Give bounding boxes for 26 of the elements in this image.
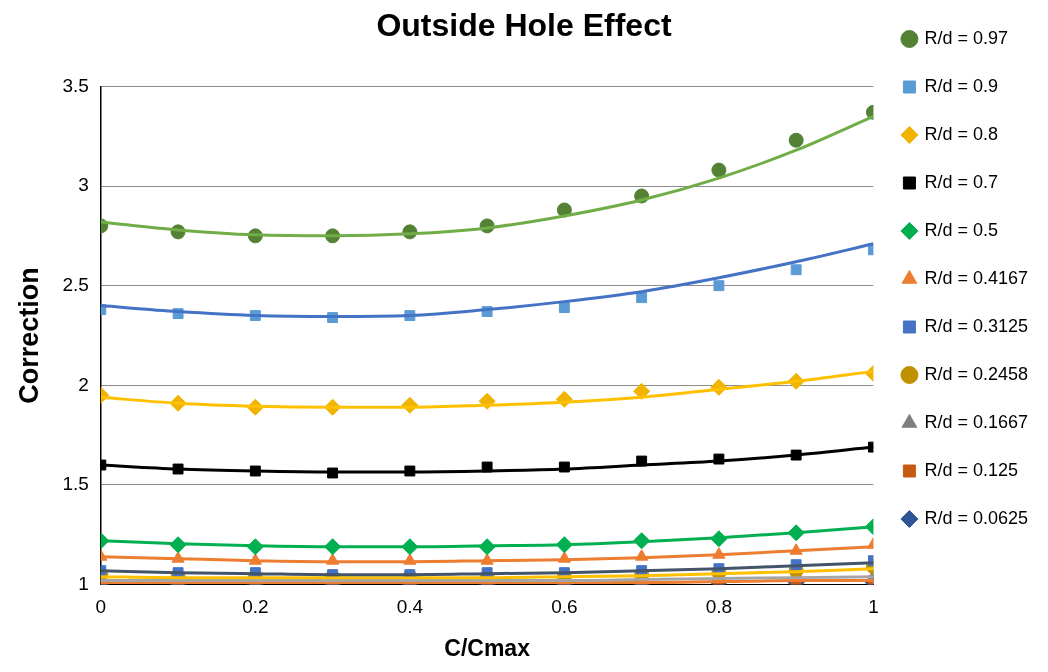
legend-label: R/d = 0.8 <box>924 123 998 144</box>
y-tick-label: 1 <box>78 572 89 594</box>
legend-label: R/d = 0.9 <box>924 75 998 96</box>
legend-label: R/d = 0.5 <box>924 219 998 240</box>
x-tick-label: 1 <box>868 596 879 618</box>
legend-label: R/d = 0.97 <box>924 27 1008 48</box>
legend-label: R/d = 0.1667 <box>924 411 1029 432</box>
y-axis-title: Correction <box>13 267 44 404</box>
y-tick-label: 3 <box>78 174 89 196</box>
legend-label: R/d = 0.4167 <box>924 267 1029 288</box>
y-tick-label: 3.5 <box>62 74 89 96</box>
x-tick-label: 0.6 <box>551 596 578 618</box>
y-tick-label: 2.5 <box>62 273 89 295</box>
x-tick-label: 0 <box>95 596 107 618</box>
legend-label: R/d = 0.2458 <box>924 363 1029 384</box>
x-tick-label: 0.4 <box>396 596 424 618</box>
legend-label: R/d = 0.7 <box>924 171 998 192</box>
x-tick-label: 0.2 <box>242 596 269 618</box>
y-tick-label: 2 <box>78 373 89 395</box>
legend-label: R/d = 0.0625 <box>924 507 1029 528</box>
chart-title: Outside Hole Effect <box>376 7 672 44</box>
legend-label: R/d = 0.125 <box>924 459 1018 480</box>
x-tick-label: 0.8 <box>705 596 733 618</box>
legend-label: R/d = 0.3125 <box>924 315 1029 336</box>
x-axis-title: C/Cmax <box>444 634 531 661</box>
y-tick-label: 1.5 <box>62 473 89 495</box>
